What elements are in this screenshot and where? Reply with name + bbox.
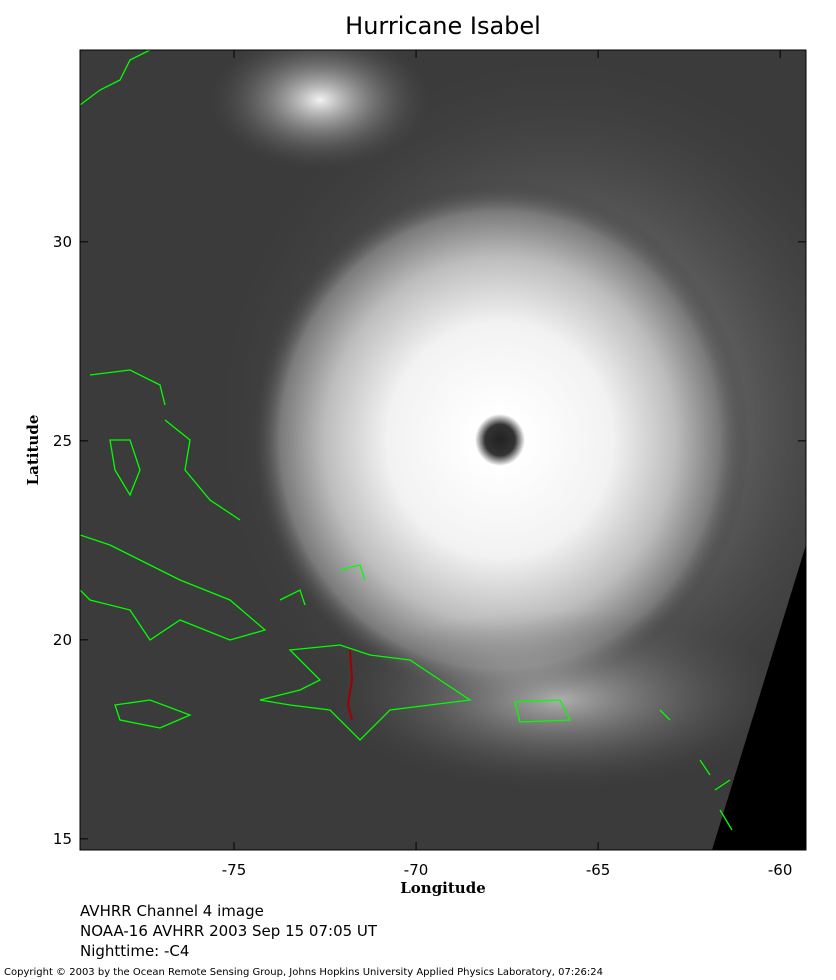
border xyxy=(346,649,354,721)
copyright: Copyright © 2003 by the Ocean Remote Sen… xyxy=(4,967,603,978)
x-tick-label: -75 xyxy=(222,861,247,879)
y-axis-label: Latitude xyxy=(24,415,42,486)
x-tick-label: -60 xyxy=(768,861,793,879)
x-tick-label: -65 xyxy=(586,861,611,879)
y-tick-label: 20 xyxy=(53,631,72,649)
caption: AVHRR Channel 4 image xyxy=(80,902,264,920)
satellite-image xyxy=(80,50,806,850)
y-tick-label: 15 xyxy=(53,830,72,848)
caption: Nighttime: -C4 xyxy=(80,942,189,960)
caption: NOAA-16 AVHRR 2003 Sep 15 07:05 UT xyxy=(80,922,378,940)
title: Hurricane Isabel xyxy=(345,12,541,40)
plot-frame xyxy=(79,49,807,851)
coastlines xyxy=(80,50,733,831)
x-tick-label: -70 xyxy=(404,861,429,879)
x-axis-label: Longitude xyxy=(400,879,486,897)
y-tick-label: 30 xyxy=(53,233,72,251)
y-tick-label: 25 xyxy=(53,432,72,450)
